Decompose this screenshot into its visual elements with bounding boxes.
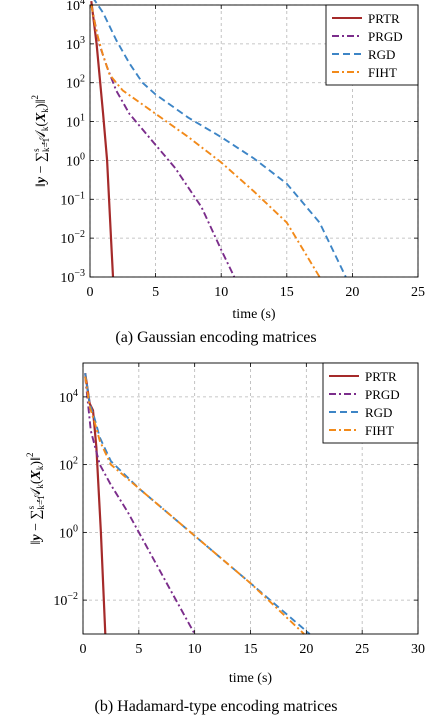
y-tick-label: 10−1 (60, 190, 85, 208)
x-axis-label: time (s) (232, 307, 275, 322)
x-tick-label: 10 (214, 285, 228, 300)
x-tick-label: 25 (411, 285, 425, 300)
legend-label-rgd: RGD (368, 47, 395, 62)
plot-frame (89, 4, 419, 278)
legend-label-fiht: FIHT (368, 65, 397, 80)
x-tick-label: 5 (152, 285, 159, 300)
x-tick-label: 5 (135, 642, 142, 657)
y-tick-label: 10−3 (60, 268, 85, 286)
y-tick-label: 104 (66, 0, 85, 14)
y-tick-label: 103 (66, 35, 85, 53)
legend: PRTR PRGD RGD FIHT (322, 362, 419, 444)
chart-gaussian: 0 5 10 15 20 25 104 103 102 101 100 10−1 10−2 10−3 tim… (30, 0, 425, 346)
series-line-rgd (93, 0, 347, 278)
y-tick-label: 100 (66, 151, 85, 169)
x-tick-label: 15 (244, 642, 258, 657)
x-tick-label: 10 (188, 642, 202, 657)
y-tick-label: 102 (66, 74, 85, 92)
series-line-prgd (84, 376, 196, 635)
legend-label-fiht: FIHT (365, 423, 394, 438)
x-tick-label: 20 (299, 642, 313, 657)
series-line-prtr (90, 0, 115, 278)
legend-label-prgd: PRGD (365, 387, 400, 402)
x-tick-label: 25 (355, 642, 369, 657)
legend: PRTR PRGD RGD FIHT (325, 4, 419, 86)
y-tick-label: 104 (59, 388, 78, 406)
x-tick-label: 15 (280, 285, 294, 300)
legend-label-rgd: RGD (365, 405, 392, 420)
y-tick-label: 10−2 (60, 229, 85, 247)
x-tick-label: 0 (87, 285, 94, 300)
series-line-rgd (84, 373, 311, 635)
caption: (b) Hadamard-type encoding matrices (94, 698, 337, 715)
y-tick-label: 10−2 (53, 591, 78, 609)
y-axis-label: ‖y − ∑k=1s𝒜k(Xk)‖2 (30, 95, 51, 187)
series-line-fiht (84, 376, 305, 635)
caption: (a) Gaussian encoding matrices (115, 329, 316, 346)
x-tick-label: 20 (345, 285, 359, 300)
x-axis-label: time (s) (229, 671, 272, 686)
legend-label-prtr: PRTR (365, 369, 397, 384)
x-tick-label: 30 (411, 642, 425, 657)
y-tick-label: 100 (59, 523, 78, 541)
y-tick-label: 102 (59, 456, 78, 474)
x-tick-label: 0 (80, 642, 87, 657)
legend-label-prgd: PRGD (368, 29, 403, 44)
y-axis-label: ‖y − ∑k=1s𝒜k(Xk)‖2 (25, 453, 46, 545)
y-tick-label: 101 (66, 113, 85, 131)
series-line-fiht (90, 4, 321, 278)
chart-hadamard: 0 5 10 15 20 25 30 104 102 100 10−2 time (s) ‖y − ∑k… (25, 362, 425, 715)
legend-label-prtr: PRTR (368, 11, 400, 26)
series-line-prgd (90, 4, 236, 278)
